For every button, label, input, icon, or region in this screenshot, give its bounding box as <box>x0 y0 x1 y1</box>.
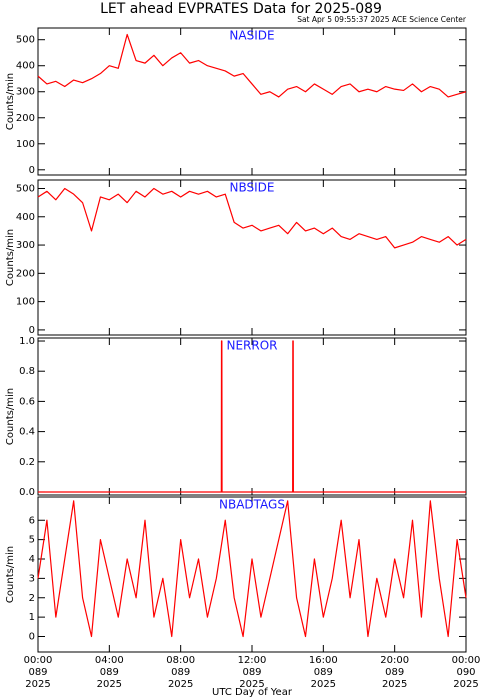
y-tick-label: 200 <box>16 113 35 124</box>
y-tick-label: 0 <box>29 165 35 176</box>
data-line <box>37 187 467 249</box>
chart-title: LET ahead EVPRATES Data for 2025-089 <box>100 1 382 17</box>
x-tick-label: 04:00 <box>95 655 124 666</box>
x-tick-label: 089 <box>314 667 333 678</box>
y-tick-label: 0 <box>29 325 35 336</box>
panel-label: NASIDE <box>229 29 274 43</box>
y-tick-label: 0.8 <box>19 366 35 377</box>
data-line <box>38 340 466 493</box>
x-tick-label: 2025 <box>168 679 193 690</box>
y-tick-label: 500 <box>16 35 35 46</box>
x-tick-label: 089 <box>100 667 119 678</box>
x-tick-label: 2025 <box>97 679 122 690</box>
y-tick-label: 2 <box>29 593 35 604</box>
y-tick-label: 0.6 <box>19 396 35 407</box>
y-axis-label: Counts/min <box>5 229 16 286</box>
y-tick-label: 3 <box>29 573 35 584</box>
x-tick-label: 089 <box>28 667 47 678</box>
x-tick-label: 090 <box>456 667 475 678</box>
x-axis-label: UTC Day of Year <box>212 687 293 698</box>
panel-label: NERROR <box>226 339 277 353</box>
y-tick-label: 0 <box>29 632 35 643</box>
data-line <box>37 33 467 98</box>
y-tick-label: 4 <box>29 554 35 565</box>
panel-frame <box>37 337 467 496</box>
y-axis-label: Counts/min <box>5 388 16 445</box>
y-tick-label: 300 <box>16 87 35 98</box>
y-axis-label: Counts/min <box>5 546 16 603</box>
y-tick-label: 1.0 <box>19 336 35 347</box>
y-tick-label: 1 <box>29 612 35 623</box>
x-tick-label: 08:00 <box>166 655 195 666</box>
x-tick-label: 2025 <box>25 679 50 690</box>
y-tick-label: 200 <box>16 268 35 279</box>
data-line <box>37 500 467 638</box>
panel-frame <box>37 179 467 336</box>
x-tick-label: 00:00 <box>24 655 53 666</box>
chart-subtitle: Sat Apr 5 09:55:37 2025 ACE Science Cent… <box>297 15 467 24</box>
y-tick-label: 500 <box>16 183 35 194</box>
x-tick-label: 2025 <box>453 679 478 690</box>
y-tick-label: 400 <box>16 212 35 223</box>
y-axis-label: Counts/min <box>5 73 16 130</box>
x-tick-label: 089 <box>385 667 404 678</box>
panel-frame <box>37 496 467 653</box>
y-tick-label: 6 <box>29 515 35 526</box>
x-tick-label: 2025 <box>311 679 336 690</box>
x-tick-label: 20:00 <box>380 655 409 666</box>
y-tick-label: 5 <box>29 535 35 546</box>
panel-frame <box>37 27 467 176</box>
y-tick-label: 0.0 <box>19 487 35 498</box>
panel-label: NBADTAGS <box>219 498 285 512</box>
y-tick-label: 400 <box>16 61 35 72</box>
x-tick-label: 2025 <box>239 679 264 690</box>
y-tick-label: 0.2 <box>19 457 35 468</box>
x-tick-label: 00:00 <box>452 655 481 666</box>
x-tick-label: 12:00 <box>238 655 267 666</box>
y-tick-label: 100 <box>16 139 35 150</box>
y-tick-label: 100 <box>16 297 35 308</box>
x-tick-label: 16:00 <box>309 655 338 666</box>
y-tick-label: 0.4 <box>19 427 35 438</box>
x-tick-label: 089 <box>171 667 190 678</box>
panel-label: NBSIDE <box>230 181 275 195</box>
x-tick-label: 2025 <box>382 679 407 690</box>
y-tick-label: 300 <box>16 240 35 251</box>
x-tick-label: 089 <box>242 667 261 678</box>
